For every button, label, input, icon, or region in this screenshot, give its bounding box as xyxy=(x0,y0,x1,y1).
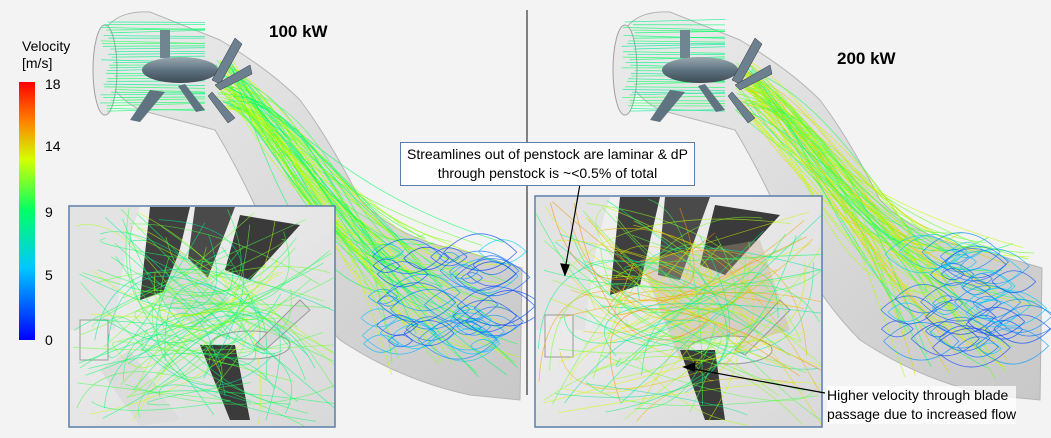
penstock-callout-line2: through penstock is ~<0.5% of total xyxy=(437,165,658,181)
blade-annotation: Higher velocity through blade passage du… xyxy=(827,386,1017,424)
left-streamlines xyxy=(100,21,546,378)
blade-annotation-line2: passage due to increased flow xyxy=(827,406,1017,422)
right-hub xyxy=(650,30,773,124)
panel-title-100kw: 100 kW xyxy=(269,22,328,41)
penstock-callout-line1: Streamlines out of penstock are laminar … xyxy=(407,146,688,162)
right-inset xyxy=(534,195,823,428)
penstock-callout: Streamlines out of penstock are laminar … xyxy=(400,142,695,186)
right-streamlines xyxy=(621,18,1051,380)
colorbar-tick-0: 0 xyxy=(45,332,53,348)
colorbar xyxy=(19,82,35,340)
left-inset xyxy=(68,205,336,428)
panel-title-200kw: 200 kW xyxy=(837,49,896,68)
colorbar-tick-14: 14 xyxy=(45,138,61,154)
colorbar-title-line1: Velocity xyxy=(22,38,71,54)
annotation-arrows xyxy=(560,183,826,394)
colorbar-tick-18: 18 xyxy=(45,76,61,92)
blade-annotation-line1: Higher velocity through blade xyxy=(827,387,1009,403)
left-hub xyxy=(130,30,253,124)
colorbar-tick-9: 9 xyxy=(45,204,53,220)
colorbar-tick-5: 5 xyxy=(45,267,53,283)
colorbar-title-line2: [m/s] xyxy=(22,55,53,71)
